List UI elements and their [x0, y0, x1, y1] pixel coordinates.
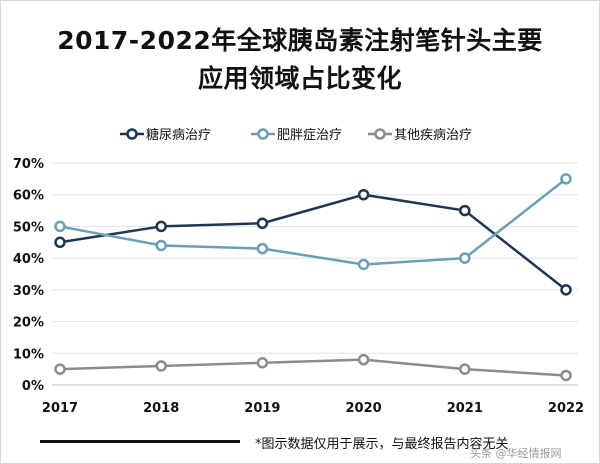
data-point [54, 363, 66, 375]
data-point [357, 353, 370, 366]
y-tick-label: 60% [13, 189, 44, 204]
x-tick-label: 2019 [244, 401, 280, 416]
y-tick-label: 40% [13, 252, 44, 267]
data-point [155, 239, 167, 252]
y-axis-ticks: 0% 10% 20% 30% 40% 50% 60% 70% [13, 157, 44, 394]
series-group [54, 173, 572, 382]
y-tick-label: 70% [13, 157, 44, 172]
x-tick-label: 2017 [42, 401, 78, 416]
data-point [256, 242, 269, 255]
y-tick-label: 30% [13, 284, 44, 299]
x-tick-label: 2020 [346, 401, 382, 416]
x-tick-label: 2022 [548, 401, 584, 416]
footnote: *图示数据仅用于展示，与最终报告内容无关 [255, 437, 509, 452]
series-line [59, 193, 567, 291]
data-point [256, 217, 269, 230]
legend-swatch-marker [374, 128, 386, 140]
footer-divider [40, 440, 240, 443]
series-line [59, 358, 567, 377]
data-point [155, 360, 167, 372]
data-point [54, 220, 66, 233]
data-point [560, 284, 572, 296]
x-tick-label: 2021 [447, 401, 483, 416]
legend-label: 肥胖症治疗 [277, 128, 342, 143]
legend-swatch-marker [126, 128, 138, 140]
y-tick-label: 50% [13, 220, 44, 235]
data-point [560, 369, 572, 382]
data-point [155, 220, 167, 233]
data-point [54, 236, 66, 249]
legend-swatch-marker [257, 128, 269, 140]
legend-label: 其他疾病治疗 [394, 128, 472, 143]
title-line-1: 2017-2022年全球胰岛素注射笔针头主要 [57, 26, 543, 55]
data-point [357, 258, 370, 271]
x-axis-ticks: 2017 2018 2019 2020 2021 2022 [42, 401, 584, 416]
y-tick-label: 10% [13, 347, 44, 362]
series-line [59, 177, 567, 266]
data-point [357, 188, 370, 201]
data-point [459, 363, 471, 375]
grid-lines [52, 162, 578, 386]
data-point [459, 252, 471, 264]
watermark-text: 头条 @华经情报网 [470, 447, 562, 460]
data-point [560, 173, 572, 185]
data-point [256, 357, 269, 369]
y-tick-label: 20% [13, 316, 44, 331]
title-line-2: 应用领域占比变化 [197, 64, 402, 93]
legend-label: 糖尿病治疗 [146, 127, 211, 143]
data-point [459, 204, 471, 217]
y-tick-label: 0% [22, 379, 44, 394]
x-tick-label: 2018 [143, 401, 179, 416]
chart-title: 2017-2022年全球胰岛素注射笔针头主要 应用领域占比变化 [0, 22, 600, 98]
legend: 糖尿病治疗 肥胖症治疗 其他疾病治疗 [120, 127, 472, 143]
